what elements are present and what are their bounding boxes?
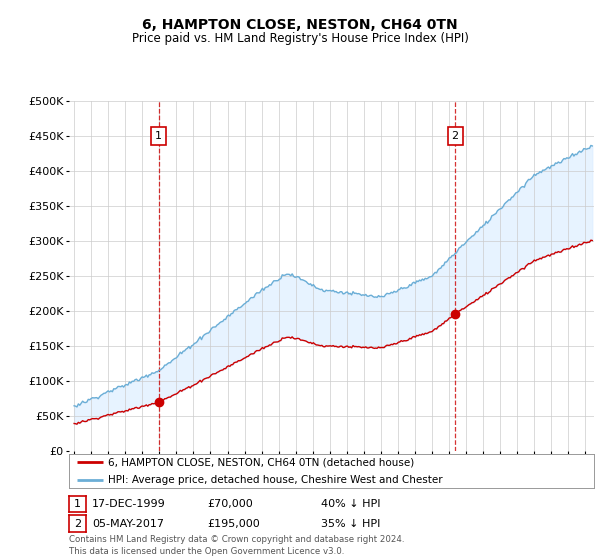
Text: Price paid vs. HM Land Registry's House Price Index (HPI): Price paid vs. HM Land Registry's House … bbox=[131, 32, 469, 45]
Text: 2: 2 bbox=[74, 519, 81, 529]
Text: 2: 2 bbox=[452, 131, 458, 141]
Text: 6, HAMPTON CLOSE, NESTON, CH64 0TN (detached house): 6, HAMPTON CLOSE, NESTON, CH64 0TN (deta… bbox=[109, 458, 415, 467]
Text: 05-MAY-2017: 05-MAY-2017 bbox=[92, 519, 164, 529]
Text: 35% ↓ HPI: 35% ↓ HPI bbox=[321, 519, 380, 529]
Text: 1: 1 bbox=[155, 131, 162, 141]
Text: Contains HM Land Registry data © Crown copyright and database right 2024.
This d: Contains HM Land Registry data © Crown c… bbox=[69, 535, 404, 556]
Text: 40% ↓ HPI: 40% ↓ HPI bbox=[321, 499, 380, 509]
Text: 17-DEC-1999: 17-DEC-1999 bbox=[92, 499, 166, 509]
Text: £70,000: £70,000 bbox=[207, 499, 253, 509]
Text: 6, HAMPTON CLOSE, NESTON, CH64 0TN: 6, HAMPTON CLOSE, NESTON, CH64 0TN bbox=[142, 18, 458, 32]
Text: £195,000: £195,000 bbox=[207, 519, 260, 529]
Text: HPI: Average price, detached house, Cheshire West and Chester: HPI: Average price, detached house, Ches… bbox=[109, 475, 443, 484]
Text: 1: 1 bbox=[74, 499, 81, 509]
